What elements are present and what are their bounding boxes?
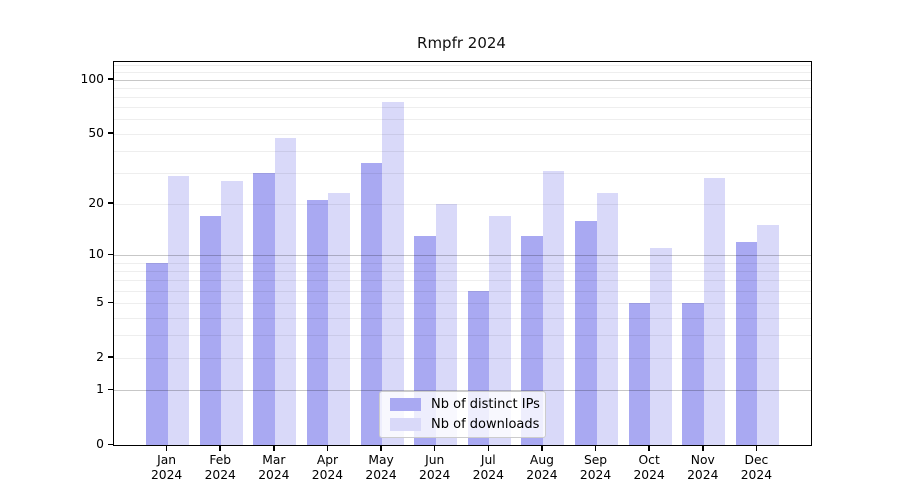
legend-entry: Nb of distinct IPs [380, 397, 545, 412]
gridline-major [114, 390, 811, 392]
legend-label: Nb of distinct IPs [431, 397, 540, 412]
x-tick-label: Dec 2024 [740, 453, 773, 482]
bar-downloads-dec [757, 225, 779, 445]
bar-distinct-ips-feb [199, 216, 222, 445]
x-tick-label: Jan 2024 [150, 453, 183, 482]
gridline-minor [114, 65, 811, 67]
x-tick-label: May 2024 [365, 453, 397, 482]
bar-distinct-ips-sep [575, 220, 597, 445]
bar-downloads-oct [650, 248, 672, 445]
gridline-major [114, 79, 811, 81]
x-tick-mark [541, 446, 543, 451]
y-tick-mark [108, 253, 113, 256]
bar-distinct-ips-apr [306, 200, 329, 445]
bar-downloads-feb [221, 181, 243, 445]
x-tick-label: Oct 2024 [633, 453, 665, 482]
x-tick-mark [380, 446, 382, 451]
bar-downloads-jan [167, 175, 190, 445]
y-tick-mark [108, 202, 113, 204]
gridline-minor [114, 357, 811, 359]
gridline-minor [114, 107, 811, 109]
y-tick-mark [108, 356, 113, 358]
y-tick-mark [108, 132, 113, 134]
x-tick-label: Mar 2024 [258, 453, 290, 482]
y-tick-label: 100 [80, 71, 104, 86]
chart-title: Rmpfr 2024 [417, 34, 506, 52]
bar-distinct-ips-nov [682, 303, 704, 445]
x-tick-label: Nov 2024 [687, 453, 719, 482]
gridline-major [114, 255, 811, 257]
legend: Nb of distinct IPs Nb of downloads [379, 391, 546, 438]
bar-downloads-jun [435, 203, 458, 445]
y-tick-mark [108, 388, 113, 391]
bar-downloads-jul [489, 216, 511, 445]
y-tick-mark [108, 301, 113, 304]
bar-distinct-ips-oct [628, 303, 651, 445]
x-tick-label: Feb 2024 [204, 453, 236, 482]
gridline-minor [114, 335, 811, 337]
bar-distinct-ips-mar [253, 173, 275, 445]
x-tick-mark [702, 446, 704, 451]
x-tick-label: Sep 2024 [579, 453, 612, 482]
gridline-minor [114, 317, 811, 319]
x-tick-mark [326, 446, 329, 451]
bar-distinct-ips-jan [146, 262, 168, 445]
x-tick-mark [487, 446, 490, 451]
x-tick-mark [755, 446, 758, 451]
gridline-minor [114, 119, 811, 121]
legend-label: Nb of downloads [431, 417, 540, 432]
x-tick-mark [273, 446, 275, 451]
bar-downloads-nov [703, 178, 726, 445]
x-tick-mark [165, 446, 168, 451]
legend-entry: Nb of downloads [380, 417, 545, 432]
bar-downloads-mar [274, 138, 297, 445]
y-tick-mark [108, 443, 113, 445]
gridline-minor [114, 87, 811, 89]
x-tick-label: Jun 2024 [419, 453, 451, 482]
gridline-minor [114, 203, 811, 205]
y-tick-label: 0 [96, 437, 104, 451]
bar-downloads-apr [328, 193, 350, 445]
x-tick-mark [219, 446, 221, 451]
y-tick-label: 1 [96, 382, 104, 397]
gridline-minor [114, 290, 811, 292]
gridline-minor [114, 173, 811, 175]
gridline-minor [114, 280, 811, 282]
bar-distinct-ips-may [360, 163, 383, 445]
x-tick-label: Jul 2024 [472, 453, 504, 482]
x-tick-label: Apr 2024 [311, 453, 344, 482]
gridline-minor [114, 133, 811, 135]
gridline-minor [114, 96, 811, 98]
x-tick-mark [433, 446, 436, 451]
y-tick-label: 20 [88, 195, 104, 210]
bar-downloads-sep [596, 193, 619, 445]
gridline-minor [114, 150, 811, 152]
bar-distinct-ips-dec [735, 241, 758, 445]
y-tick-label: 2 [96, 349, 104, 364]
y-tick-label: 10 [88, 247, 104, 262]
legend-swatch-downloads [390, 418, 421, 431]
gridline-minor [114, 262, 811, 264]
x-tick-label: Aug 2024 [526, 453, 558, 482]
y-tick-label: 5 [96, 295, 104, 310]
bar-downloads-may [382, 102, 404, 445]
bar-downloads-aug [542, 170, 565, 445]
plot-area: Nb of distinct IPs Nb of downloads [113, 61, 812, 446]
y-tick-label: 50 [88, 125, 104, 140]
x-tick-mark [594, 446, 597, 451]
y-tick-mark [108, 78, 113, 80]
legend-swatch-distinct-ips [390, 398, 421, 411]
gridline-minor [114, 270, 811, 272]
gridline-minor [114, 72, 811, 74]
x-tick-mark [648, 446, 650, 451]
gridline-minor [114, 303, 811, 305]
